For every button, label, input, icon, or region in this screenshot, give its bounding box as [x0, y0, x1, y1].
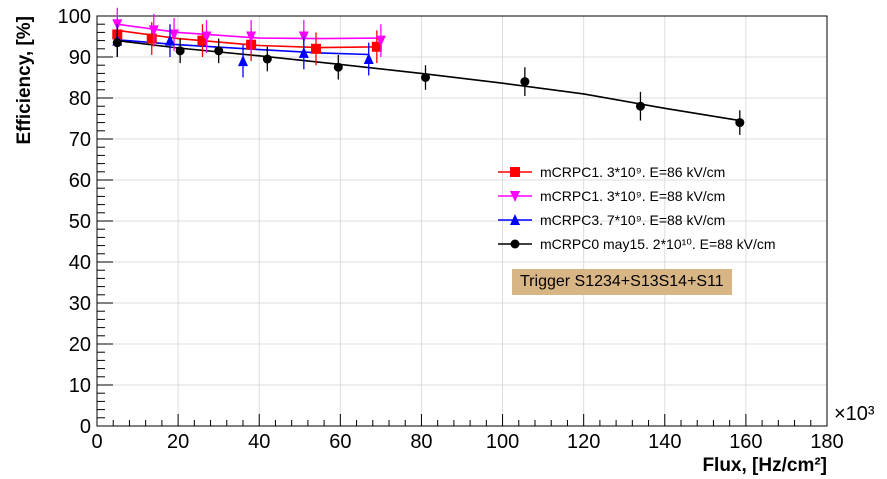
data-point-circle [214, 46, 224, 56]
x-tick-label: 0 [91, 431, 102, 453]
data-point-circle [112, 38, 122, 48]
legend-entry: mCRPC3. 7*10⁹. E=88 kV/cm [540, 212, 725, 228]
grid [97, 16, 827, 426]
data-point-circle [520, 77, 530, 87]
data-point-triangle-up [238, 55, 248, 67]
data-point-circle [333, 62, 343, 72]
data-point-triangle-up [510, 214, 520, 225]
fit-curve [117, 29, 381, 49]
trigger-annotation: Trigger S1234+S13S14+S11 [512, 269, 732, 295]
data-point-circle [635, 101, 645, 111]
legend-entry: mCRPC1. 3*10⁹. E=88 kV/cm [540, 188, 725, 204]
y-tick-label: 80 [69, 88, 91, 110]
data-point-triangle-down [148, 25, 159, 37]
y-tick-label: 50 [69, 211, 91, 233]
x-multiplier-label: ×10³ [834, 403, 875, 425]
fit-curve [117, 39, 369, 56]
fit-curve [117, 23, 381, 40]
y-tick-label: 100 [58, 6, 91, 28]
x-tick-label: 20 [167, 431, 189, 453]
y-tick-label: 0 [80, 416, 91, 438]
y-tick-label: 60 [69, 170, 91, 192]
data-point-circle [175, 46, 185, 56]
x-tick-label: 40 [248, 431, 270, 453]
data-point-square [311, 43, 321, 54]
x-axis-label: Flux, [Hz/cm²] [702, 455, 827, 476]
x-tick-label: 100 [486, 431, 519, 453]
data-point-square [371, 41, 382, 52]
data-point-triangle-down [375, 35, 386, 47]
data-point-triangle-down [169, 29, 180, 41]
data-point-circle [510, 239, 520, 249]
fit-curves [117, 23, 740, 122]
data-point-circle [421, 73, 430, 82]
data-point-square [197, 35, 208, 46]
data-point-triangle-down [201, 31, 212, 43]
x-tick-label: 180 [810, 431, 843, 453]
x-tick-label: 160 [729, 431, 762, 453]
y-tick-label: 30 [69, 293, 91, 315]
y-tick-label: 90 [69, 47, 91, 69]
legend: mCRPC1. 3*10⁹. E=86 kV/cm mCRPC1. 3*10⁹. … [498, 164, 776, 252]
y-tick-label: 40 [69, 252, 91, 274]
data-point-triangle-up [165, 34, 175, 46]
legend-entry: mCRPC0 may15. 2*10¹⁰. E=88 kV/cm [540, 236, 776, 252]
data-point-triangle-down [510, 191, 520, 202]
y-tick-label: 70 [69, 129, 91, 151]
data-point-square [510, 167, 520, 177]
data-point-circle [735, 118, 745, 128]
y-axis-label: Efficiency, [%] [14, 16, 35, 144]
data-point-triangle-up [298, 46, 309, 58]
x-tick-label: 80 [410, 431, 432, 453]
x-tick-label: 120 [567, 431, 600, 453]
data-point-square [146, 33, 157, 44]
y-tick-label: 10 [69, 375, 91, 397]
x-tick-label: 140 [648, 431, 681, 453]
axis-ticks: 0 20 40 60 80 100 120 140 160 180 0 10 20 30 40 50 60 70 8… [58, 6, 844, 453]
data-point-triangle-down [246, 31, 257, 43]
x-tick-label: 60 [329, 431, 351, 453]
y-tick-label: 20 [69, 334, 91, 356]
data-point-triangle-up [363, 53, 374, 65]
data-point-circle [262, 54, 272, 64]
data-points [112, 7, 745, 135]
legend-entry: mCRPC1. 3*10⁹. E=86 kV/cm [540, 164, 725, 180]
